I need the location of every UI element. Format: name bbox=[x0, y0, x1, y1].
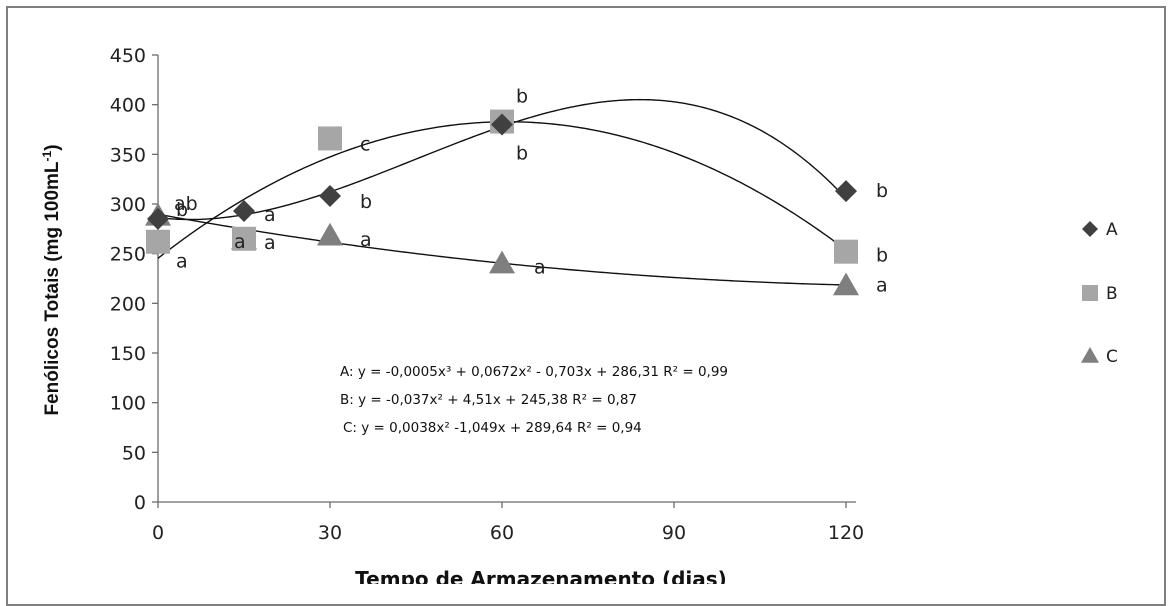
significance-label-c: a bbox=[234, 231, 246, 253]
point-b bbox=[834, 239, 858, 264]
fit-curve-b bbox=[157, 121, 847, 259]
chart-frame bbox=[6, 6, 1166, 606]
y-tick-label: 250 bbox=[110, 244, 146, 266]
significance-label-c: a bbox=[876, 274, 888, 296]
point-a bbox=[233, 199, 255, 222]
significance-label-b: a bbox=[176, 251, 188, 273]
x-tick-label: 0 bbox=[152, 522, 164, 544]
y-tick-label: 450 bbox=[110, 45, 146, 67]
significance-label-a: b bbox=[876, 180, 888, 202]
y-tick-label: 200 bbox=[110, 293, 146, 315]
point-a bbox=[491, 113, 513, 136]
y-tick-label: 150 bbox=[110, 343, 146, 365]
significance-label-a: b bbox=[360, 191, 372, 213]
legend-label-c: C bbox=[1106, 347, 1118, 367]
x-tick-label: 120 bbox=[828, 522, 864, 544]
point-c bbox=[489, 250, 515, 274]
point-a bbox=[147, 207, 169, 230]
significance-label-c: ab bbox=[174, 193, 198, 215]
legend-marker-a bbox=[1082, 221, 1098, 237]
x-axis-label: Tempo de Armazenamento (dias) bbox=[355, 567, 727, 584]
significance-label-b: b bbox=[876, 245, 888, 267]
data-points bbox=[145, 109, 859, 296]
x-tick-label: 30 bbox=[318, 522, 342, 544]
significance-label-a: b bbox=[516, 86, 528, 108]
legend-label-b: B bbox=[1106, 284, 1118, 304]
point-b bbox=[232, 226, 256, 251]
point-c bbox=[317, 222, 343, 246]
significance-label-c: a bbox=[534, 257, 546, 279]
point-b bbox=[318, 126, 342, 151]
point-a bbox=[835, 180, 857, 203]
y-tick-label: 350 bbox=[110, 144, 146, 166]
point-b bbox=[146, 229, 170, 254]
significance-label-c: a bbox=[360, 229, 372, 251]
significance-label-b: a bbox=[264, 232, 276, 254]
x-tick-label: 60 bbox=[490, 522, 514, 544]
axis-labels: Tempo de Armazenamento (dias) Fenólicos … bbox=[40, 144, 727, 584]
equation-a: A: y = -0,0005x³ + 0,0672x² - 0,703x + 2… bbox=[340, 364, 728, 380]
significance-label-b: c bbox=[360, 133, 370, 155]
y-axis-label: Fenólicos Totais (mg 100mL-1) bbox=[40, 144, 63, 415]
legend-marker-c bbox=[1081, 347, 1099, 363]
fit-curve-c bbox=[157, 213, 847, 286]
equation-b: B: y = -0,037x² + 4,51x + 245,38 R² = 0,… bbox=[340, 392, 637, 408]
y-tick-label: 300 bbox=[110, 194, 146, 216]
y-tick-label: 0 bbox=[134, 492, 146, 514]
significance-label-a: a bbox=[264, 204, 276, 226]
chart-axes: 0 50 100 150 200 250 300 350 400 450 0 30 60 90 120 bbox=[110, 45, 864, 544]
point-c bbox=[833, 272, 859, 296]
legend-label-a: A bbox=[1106, 220, 1118, 240]
legend-marker-b bbox=[1082, 285, 1098, 301]
y-tick-label: 50 bbox=[122, 442, 146, 464]
y-tick-label: 100 bbox=[110, 393, 146, 415]
legend: A B C bbox=[1081, 220, 1118, 367]
equations: A: y = -0,0005x³ + 0,0672x² - 0,703x + 2… bbox=[340, 364, 728, 436]
point-a bbox=[319, 185, 341, 208]
y-tick-label: 400 bbox=[110, 95, 146, 117]
significance-label-b: b bbox=[516, 143, 528, 165]
x-tick-label: 90 bbox=[662, 522, 686, 544]
equation-c: C: y = 0,0038x² -1,049x + 289,64 R² = 0,… bbox=[343, 420, 642, 436]
significance-label-a: b bbox=[176, 199, 188, 221]
